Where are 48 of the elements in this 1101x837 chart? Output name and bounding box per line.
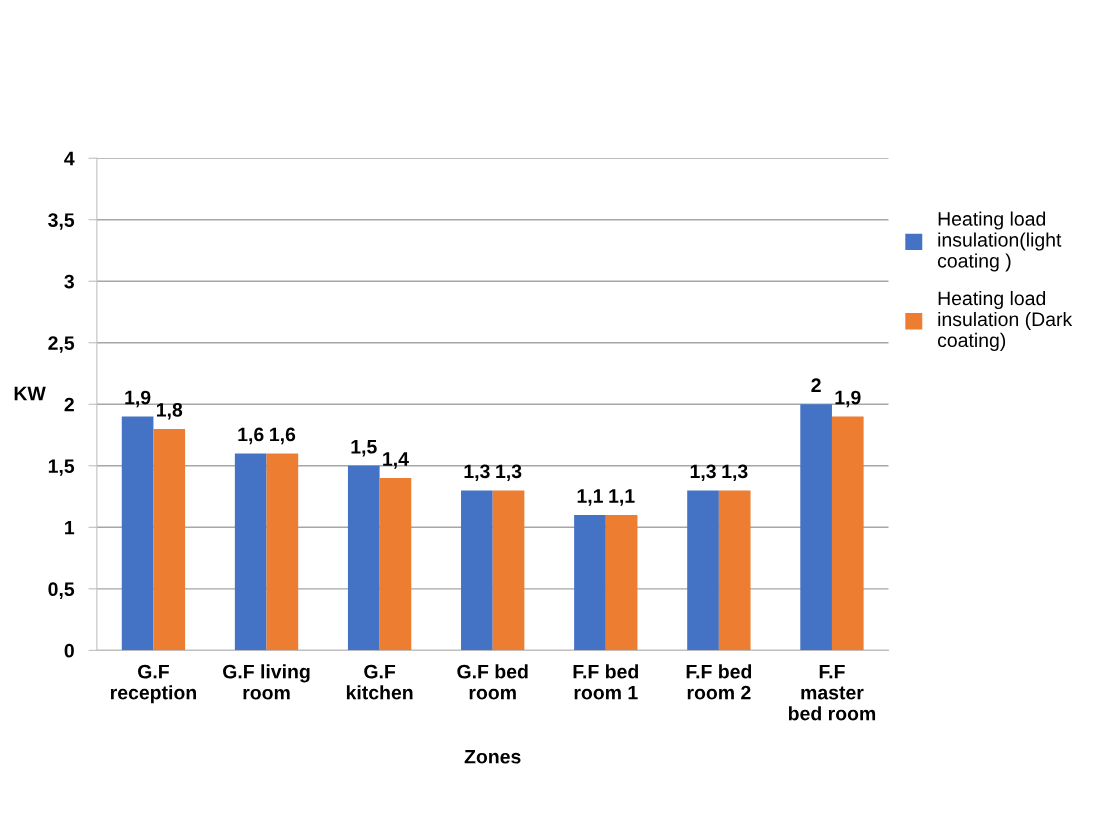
bar: [234, 453, 267, 651]
x-tick-label: F.F bed room 1: [573, 664, 638, 700]
legend-label: Heating load insulation(light coating ): [937, 211, 1062, 272]
y-tick-label: 2: [64, 397, 74, 412]
y-tick-label: 0,5: [48, 582, 75, 599]
x-tick-label: G.F living room: [223, 664, 310, 700]
bar: [461, 490, 493, 651]
bar: [800, 404, 832, 651]
y-tick-label: 0: [64, 643, 74, 658]
y-axis-title: KW: [14, 386, 46, 401]
data-label: 1,9: [125, 390, 151, 408]
y-tick-label: 1: [65, 520, 75, 535]
data-label: 1,3: [690, 464, 716, 482]
y-tick-label: 1,5: [48, 459, 75, 476]
x-axis-title: Zones: [464, 749, 521, 764]
data-label: 1,4: [383, 452, 409, 469]
x-tick-label: F.F bed room 2: [686, 664, 752, 700]
bar: [605, 515, 638, 651]
y-tick-label: 3,5: [48, 213, 75, 230]
bar: [687, 490, 719, 651]
x-tick-label: G.F kitchen: [346, 664, 413, 700]
data-label: 1,3: [464, 464, 490, 482]
x-tick-label: G.F bed room: [457, 664, 528, 700]
data-label: 1,1: [577, 489, 603, 506]
data-label: 1,3: [496, 464, 522, 482]
data-label: 2: [811, 378, 821, 392]
data-label: 1,8: [156, 402, 183, 420]
y-tick-label: 2,5: [48, 336, 75, 353]
data-label: 1,6: [270, 427, 296, 445]
y-tick-label: 3: [64, 274, 74, 289]
bar: [831, 416, 864, 651]
data-label: 1,1: [609, 489, 635, 506]
y-tick-label: 4: [64, 151, 75, 166]
bar: [121, 416, 154, 651]
data-label: 1,6: [238, 427, 264, 445]
x-tick-label: G.F reception: [110, 664, 196, 704]
bar: [379, 478, 412, 651]
data-label: 1,5: [351, 440, 377, 457]
x-tick-label: F.F master bed room: [788, 664, 876, 721]
data-label: 1,3: [722, 464, 748, 482]
bar: [266, 453, 299, 651]
bar: [718, 490, 751, 651]
bar: [347, 465, 380, 651]
bar: [492, 490, 525, 651]
bar: [574, 515, 606, 651]
bar: [153, 428, 186, 651]
legend-label: Heating load insulation (Dark coating): [937, 290, 1073, 351]
data-label: 1,9: [835, 390, 861, 408]
